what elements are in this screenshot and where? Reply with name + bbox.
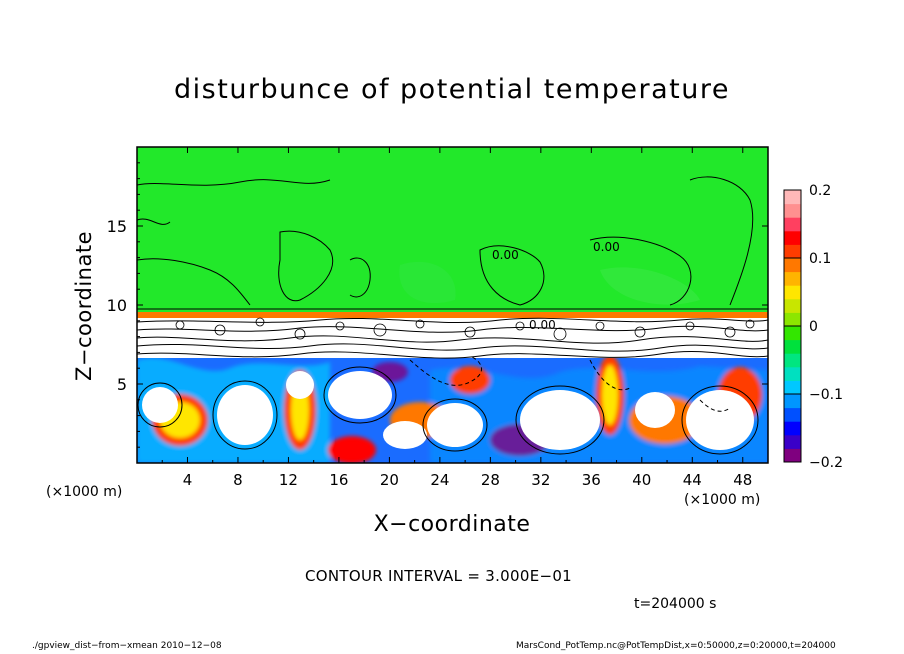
colorbar-swatch bbox=[784, 394, 801, 409]
colorbar-swatch bbox=[784, 298, 801, 313]
colorbar-swatch bbox=[784, 312, 801, 327]
x-tick-label: 24 bbox=[430, 471, 449, 489]
colorbar-swatch bbox=[784, 258, 801, 273]
contour-label: 0.00 bbox=[492, 248, 519, 262]
colorbar-tick-label: 0 bbox=[809, 319, 818, 335]
plot-area bbox=[137, 147, 768, 463]
x-tick-label: 12 bbox=[279, 471, 298, 489]
footer-right: MarsCond_PotTemp.nc@PotTempDist,x=0:5000… bbox=[516, 641, 836, 651]
x-tick-label: 40 bbox=[632, 471, 651, 489]
colorbar-swatch bbox=[784, 380, 801, 395]
colorbar-swatch bbox=[784, 353, 801, 368]
footer-left: ./gpview_dist−from−xmean 2010−12−08 bbox=[32, 641, 222, 651]
colorbar-swatch bbox=[784, 203, 801, 218]
colorbar-swatch bbox=[784, 285, 801, 300]
chart-title: disturbunce of potential temperature bbox=[174, 74, 730, 105]
y-tick-label: 15 bbox=[107, 217, 127, 236]
colorbar-swatch bbox=[784, 421, 801, 436]
colorbar-swatch bbox=[784, 244, 801, 259]
contour-label: 0.00 bbox=[593, 240, 620, 254]
colorbar-tick-label: 0.1 bbox=[809, 251, 831, 267]
x-tick-label: 28 bbox=[481, 471, 500, 489]
colorbar-tick-label: −0.1 bbox=[809, 387, 843, 403]
contour-interval-text: CONTOUR INTERVAL = 3.000E−01 bbox=[305, 567, 573, 585]
colorbar-swatch bbox=[784, 326, 801, 341]
x-tick-label: 4 bbox=[183, 471, 193, 489]
x-axis-unit-right: (×1000 m) bbox=[684, 492, 761, 508]
x-tick-label: 8 bbox=[233, 471, 243, 489]
x-tick-label: 36 bbox=[582, 471, 601, 489]
time-stamp: t=204000 s bbox=[634, 596, 717, 612]
colorbar-tick-label: 0.2 bbox=[809, 183, 831, 199]
colorbar-swatch bbox=[784, 448, 801, 463]
y-axis-label: Z−coordinate bbox=[72, 231, 96, 381]
colorbar-swatch bbox=[784, 434, 801, 449]
x-tick-label: 32 bbox=[531, 471, 550, 489]
colorbar-tick-label: −0.2 bbox=[809, 455, 843, 471]
colorbar-swatch bbox=[784, 190, 801, 205]
x-axis-label: X−coordinate bbox=[373, 512, 531, 537]
colorbar-swatch bbox=[784, 339, 801, 354]
y-tick-label: 10 bbox=[107, 296, 127, 315]
colorbar-swatch bbox=[784, 217, 801, 232]
colorbar-swatch bbox=[784, 271, 801, 286]
x-tick-label: 16 bbox=[329, 471, 348, 489]
y-tick-label: 5 bbox=[117, 375, 127, 394]
x-tick-label: 44 bbox=[683, 471, 702, 489]
x-tick-label: 48 bbox=[733, 471, 752, 489]
colorbar-swatch bbox=[784, 366, 801, 381]
contour-label: 0.00 bbox=[529, 318, 556, 332]
colorbar-swatch bbox=[784, 230, 801, 245]
x-axis-unit-left: (×1000 m) bbox=[46, 484, 123, 500]
x-tick-label: 20 bbox=[380, 471, 399, 489]
colorbar-swatch bbox=[784, 407, 801, 422]
